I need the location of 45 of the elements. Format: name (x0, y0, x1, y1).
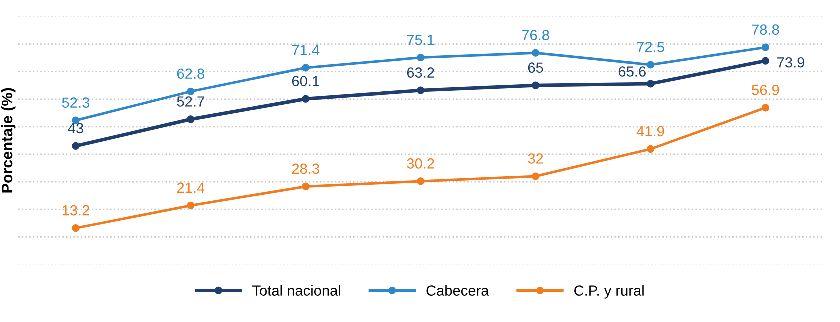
data-label: 60.1 (292, 76, 320, 87)
point (72, 142, 80, 150)
data-label: 76.8 (522, 30, 550, 41)
data-label: 65 (528, 62, 544, 74)
legend-label: C.P. y rural (574, 285, 644, 299)
data-label: 78.8 (752, 24, 780, 35)
point (646, 80, 655, 88)
data-label: 71.4 (292, 45, 320, 56)
point (417, 86, 425, 94)
data-label: 62.8 (177, 68, 204, 80)
point (302, 95, 310, 103)
data-label: 13.2 (62, 205, 90, 216)
data-label: 30.2 (407, 158, 434, 169)
point (762, 57, 770, 65)
point (302, 64, 310, 72)
data-label: 28.3 (292, 164, 320, 174)
point (646, 61, 655, 69)
point (187, 116, 195, 124)
point (302, 182, 310, 191)
data-label: 56.9 (752, 85, 780, 96)
data-label: 65.6 (618, 66, 646, 77)
data-label: 73.9 (778, 57, 805, 68)
point (187, 202, 195, 210)
point (417, 178, 425, 186)
data-label: 52.3 (62, 98, 90, 108)
point (532, 172, 540, 180)
data-label: 75.1 (407, 35, 434, 46)
point (646, 145, 655, 154)
point (417, 54, 425, 62)
data-label: 52.7 (177, 96, 204, 107)
data-label: 41.9 (636, 126, 664, 137)
point (532, 82, 540, 90)
data-label: 32 (528, 154, 544, 164)
data-label: 72.5 (637, 42, 664, 52)
legend-label: Total nacional (252, 285, 340, 296)
point (532, 49, 540, 57)
data-label: 63.2 (407, 68, 434, 78)
point (72, 224, 80, 232)
data-label: 43 (68, 123, 84, 134)
point (187, 88, 195, 96)
y-axis-title: Porcentaje (%) (1, 88, 16, 193)
point (762, 44, 770, 52)
point (762, 104, 770, 112)
data-label: 21.4 (177, 182, 205, 193)
legend-label: Cabecera (426, 285, 490, 296)
